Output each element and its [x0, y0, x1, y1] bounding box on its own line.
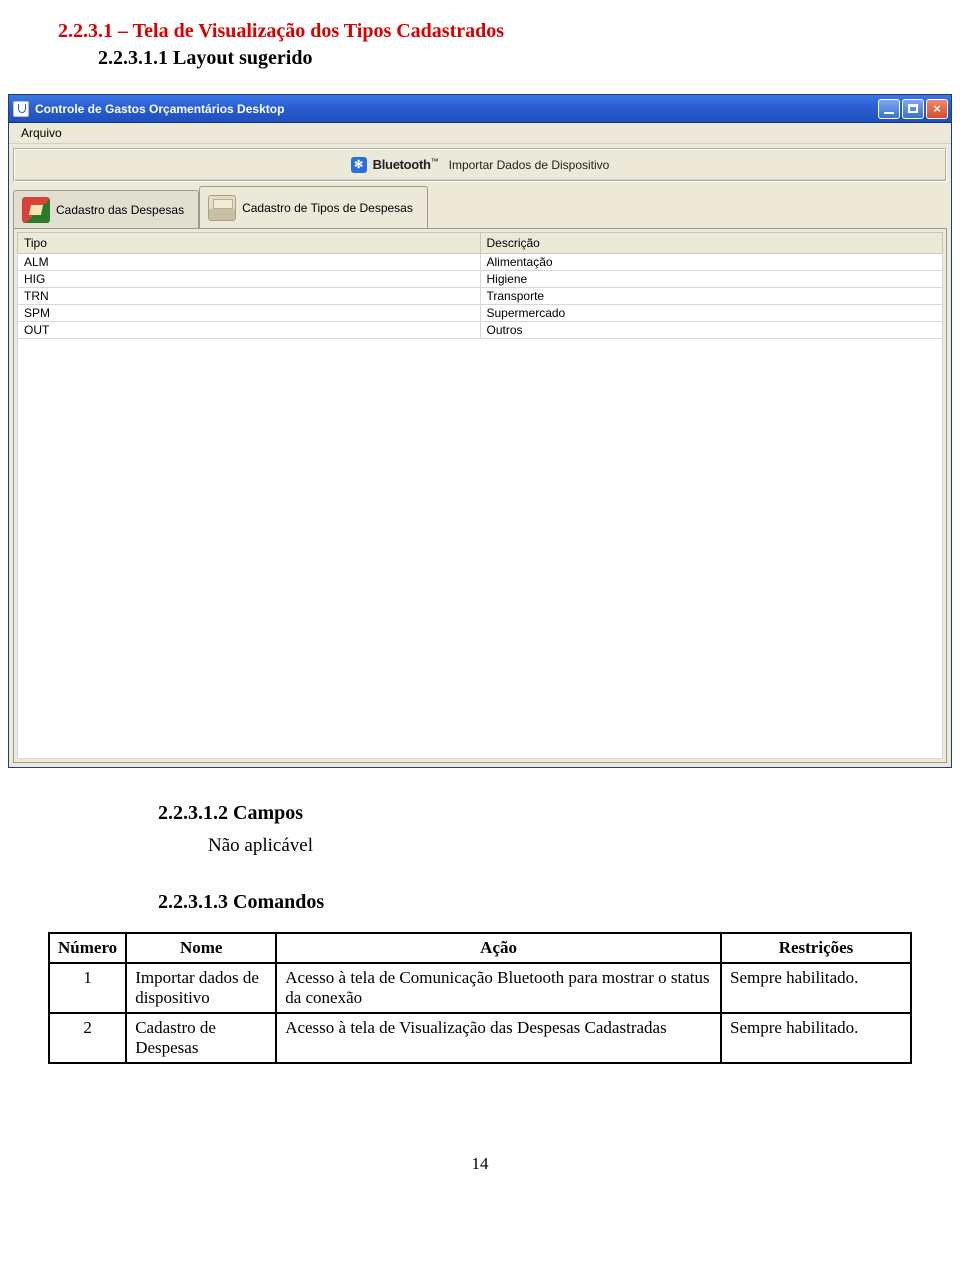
campos-body: Não aplicável — [208, 835, 912, 857]
table-row[interactable]: HIGHigiene — [18, 271, 943, 288]
grid-empty-area — [17, 339, 943, 759]
box-icon — [208, 195, 236, 221]
commands-table: Número Nome Ação Restrições 1 Importar d… — [48, 932, 912, 1064]
section-heading-layout: 2.2.3.1.1 Layout sugerido — [98, 47, 912, 70]
col-descricao[interactable]: Descrição — [480, 233, 943, 254]
minimize-button[interactable] — [878, 99, 900, 119]
java-icon — [13, 101, 29, 117]
tab-label: Cadastro de Tipos de Despesas — [242, 201, 413, 215]
tipos-grid: Tipo Descrição ALMAlimentação HIGHigiene… — [17, 232, 943, 339]
maximize-button[interactable] — [902, 99, 924, 119]
section-heading-campos: 2.2.3.1.2 Campos — [158, 802, 912, 825]
menu-arquivo[interactable]: Arquivo — [15, 124, 68, 142]
app-window: Controle de Gastos Orçamentários Desktop… — [8, 94, 952, 768]
tab-cadastro-despesas[interactable]: Cadastro das Despesas — [13, 190, 199, 228]
command-row: 2 Cadastro de Despesas Acesso à tela de … — [49, 1013, 911, 1063]
command-row: 1 Importar dados de dispositivo Acesso à… — [49, 963, 911, 1013]
table-row[interactable]: TRNTransporte — [18, 288, 943, 305]
col-restricoes: Restrições — [721, 933, 911, 963]
tabs-row: Cadastro das Despesas Cadastro de Tipos … — [13, 186, 947, 228]
close-button[interactable]: × — [926, 99, 948, 119]
tab-cadastro-tipos[interactable]: Cadastro de Tipos de Despesas — [199, 186, 428, 228]
menubar: Arquivo — [9, 123, 951, 144]
col-numero: Número — [49, 933, 126, 963]
col-acao: Ação — [276, 933, 721, 963]
tab-panel-tipos: Tipo Descrição ALMAlimentação HIGHigiene… — [13, 228, 947, 763]
bluetooth-label: Importar Dados de Dispositivo — [449, 158, 610, 172]
col-nome: Nome — [126, 933, 276, 963]
section-heading-comandos: 2.2.3.1.3 Comandos — [158, 891, 912, 914]
tab-label: Cadastro das Despesas — [56, 203, 184, 217]
table-row[interactable]: ALMAlimentação — [18, 254, 943, 271]
page-number: 14 — [48, 1154, 912, 1174]
col-tipo[interactable]: Tipo — [18, 233, 481, 254]
section-heading-red: 2.2.3.1 – Tela de Visualização dos Tipos… — [58, 20, 912, 43]
money-icon — [22, 197, 50, 223]
window-title: Controle de Gastos Orçamentários Desktop — [35, 102, 878, 116]
bluetooth-icon: ✻ — [351, 157, 367, 173]
titlebar: Controle de Gastos Orçamentários Desktop… — [9, 95, 951, 123]
bluetooth-bar[interactable]: ✻ Bluetooth™ Importar Dados de Dispositi… — [15, 150, 945, 180]
table-row[interactable]: OUTOutros — [18, 322, 943, 339]
bluetooth-word: Bluetooth™ — [373, 157, 439, 172]
table-row[interactable]: SPMSupermercado — [18, 305, 943, 322]
